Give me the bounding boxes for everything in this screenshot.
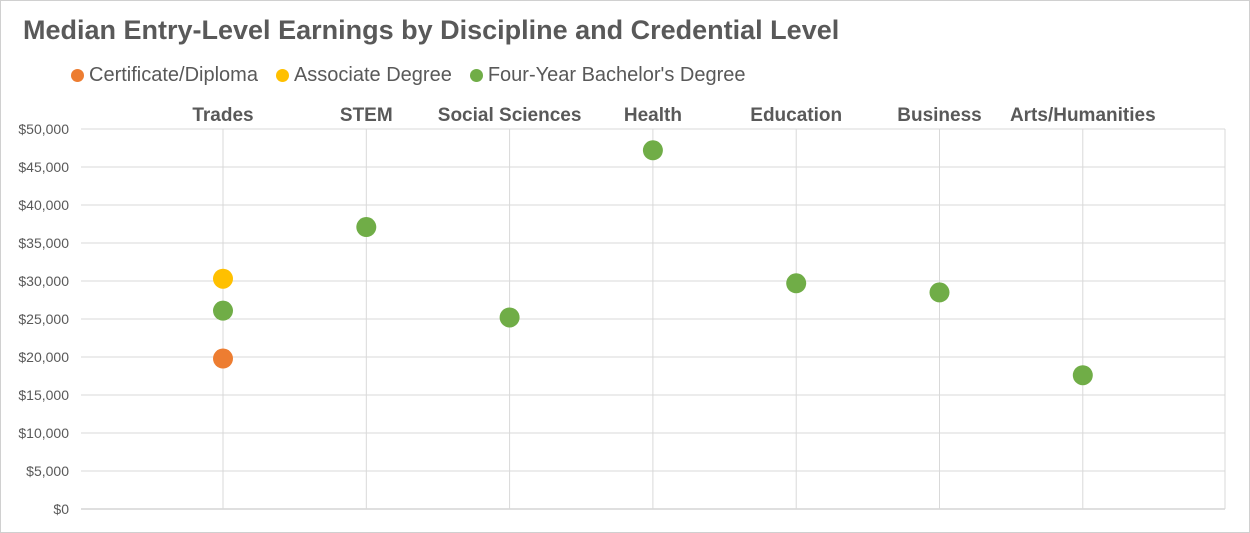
legend: Certificate/Diploma Associate Degree Fou… <box>71 63 763 87</box>
legend-label-associate: Associate Degree <box>293 63 452 86</box>
category-label: STEM <box>340 105 393 126</box>
y-tick-label: $50,000 <box>18 121 69 137</box>
y-tick-label: $15,000 <box>18 387 69 403</box>
y-tick-label: $40,000 <box>18 197 69 213</box>
legend-marker-certificate <box>71 68 84 82</box>
data-point <box>356 217 377 238</box>
legend-item-certificate: Certificate/Diploma <box>71 64 258 87</box>
category-label: Arts/Humanities <box>1010 105 1156 126</box>
legend-label-bachelor: Four-Year Bachelor's Degree <box>487 63 746 86</box>
data-point <box>786 273 807 294</box>
data-point <box>1072 365 1093 386</box>
chart-title: Median Entry-Level Earnings by Disciplin… <box>23 15 840 45</box>
legend-label-certificate: Certificate/Diploma <box>89 63 258 86</box>
legend-marker-associate <box>275 68 289 82</box>
data-point <box>929 282 950 303</box>
y-tick-label: $5,000 <box>26 463 69 479</box>
y-tick-label: $0 <box>53 501 69 517</box>
y-tick-label: $20,000 <box>18 349 69 365</box>
legend-marker-bachelor <box>469 68 483 82</box>
y-tick-label: $45,000 <box>18 159 69 175</box>
data-point <box>499 307 520 328</box>
legend-item-associate: Associate Degree <box>275 63 452 87</box>
data-point <box>213 268 233 289</box>
category-label: Health <box>624 105 682 126</box>
data-point <box>213 300 233 321</box>
category-label: Education <box>750 105 842 126</box>
legend-item-bachelor: Four-Year Bachelor's Degree <box>469 63 746 87</box>
data-point <box>642 140 663 161</box>
data-point <box>213 348 233 369</box>
y-tick-label: $10,000 <box>18 425 69 441</box>
category-label: Business <box>897 105 981 126</box>
y-tick-label: $25,000 <box>18 311 69 327</box>
category-label: Trades <box>192 105 253 126</box>
y-tick-label: $35,000 <box>18 235 69 251</box>
y-tick-label: $30,000 <box>18 273 69 289</box>
category-label: Social Sciences <box>438 105 582 126</box>
